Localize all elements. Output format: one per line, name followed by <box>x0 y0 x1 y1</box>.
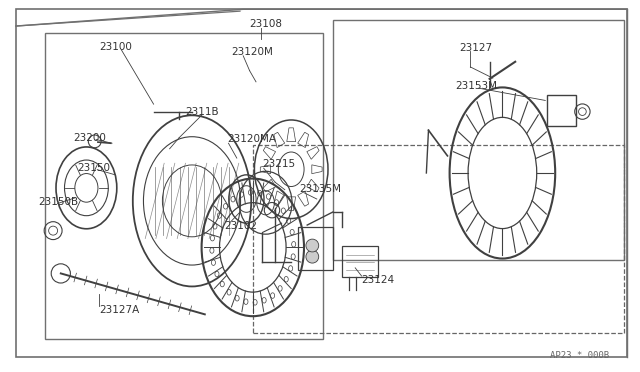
Circle shape <box>306 250 319 263</box>
Text: 23124: 23124 <box>362 275 395 285</box>
Text: 23135M: 23135M <box>300 184 342 194</box>
Text: AP23 * 000B: AP23 * 000B <box>550 351 609 360</box>
Text: 23200: 23200 <box>74 133 106 142</box>
Bar <box>342 246 378 277</box>
Bar <box>547 95 576 126</box>
Text: 23102: 23102 <box>224 221 257 231</box>
Text: 23150B: 23150B <box>38 197 79 206</box>
Text: 23108: 23108 <box>250 19 283 29</box>
Bar <box>298 227 333 270</box>
Circle shape <box>306 239 319 252</box>
Bar <box>333 20 624 260</box>
Bar <box>45 33 323 339</box>
Text: 23153M: 23153M <box>456 81 498 91</box>
Text: 23150: 23150 <box>77 163 110 173</box>
Text: 23120MA: 23120MA <box>227 135 276 144</box>
Text: 23127A: 23127A <box>99 305 140 314</box>
Text: 23215: 23215 <box>262 160 296 169</box>
Bar <box>253 145 624 333</box>
Text: 23127: 23127 <box>460 43 493 52</box>
Text: 2311B: 2311B <box>186 107 220 116</box>
Text: 23100: 23100 <box>99 42 132 51</box>
Text: 23120M: 23120M <box>232 47 273 57</box>
